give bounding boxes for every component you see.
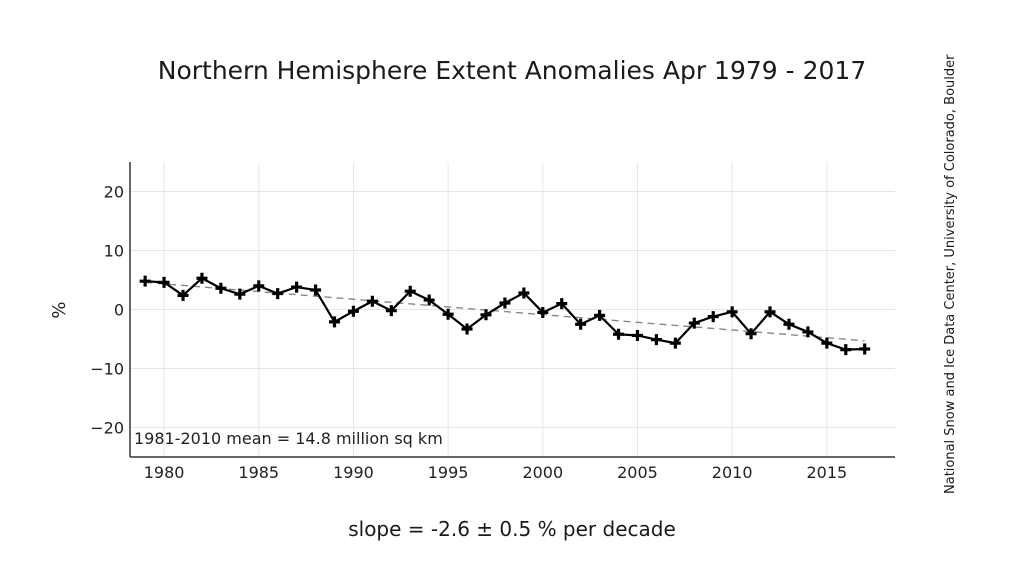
data-point-marker: [499, 297, 511, 309]
data-point-marker: [802, 326, 814, 338]
y-tick-label: 10: [104, 242, 124, 261]
x-tick-label: 2015: [806, 463, 847, 482]
data-point-marker: [859, 343, 871, 355]
data-point-marker: [613, 328, 625, 340]
data-point-marker: [272, 288, 284, 300]
data-point-marker: [518, 287, 530, 299]
data-point-marker: [537, 306, 549, 318]
data-point-marker: [575, 318, 587, 330]
x-tick-label: 2000: [522, 463, 563, 482]
trend-line-group: [145, 281, 865, 342]
x-tick-label: 1980: [144, 463, 185, 482]
data-point-marker: [821, 337, 833, 349]
data-point-marker: [329, 316, 341, 328]
data-point-marker: [215, 282, 227, 294]
data-point-marker: [385, 305, 397, 317]
data-point-marker: [234, 288, 246, 300]
data-point-marker: [310, 284, 322, 296]
data-point-marker: [196, 272, 208, 284]
data-point-marker: [707, 311, 719, 323]
trend-line: [145, 281, 865, 342]
data-point-marker: [556, 298, 568, 310]
x-tick-label: 2010: [712, 463, 753, 482]
grid-lines: [130, 162, 895, 457]
data-point-marker: [840, 344, 852, 356]
data-series-group: [139, 272, 871, 356]
slope-footer: slope = -2.6 ± 0.5 % per decade: [348, 517, 676, 541]
data-point-marker: [347, 305, 359, 317]
data-point-marker: [177, 289, 189, 301]
data-point-marker: [366, 295, 378, 307]
axes: [129, 162, 895, 458]
anomaly-line: [145, 276, 865, 351]
x-tick-label: 1995: [428, 463, 469, 482]
y-tick-label: −20: [90, 419, 124, 438]
y-axis-label: %: [49, 301, 70, 318]
credit-text: National Snow and Ice Data Center, Unive…: [943, 54, 958, 494]
x-tick-label: 1990: [333, 463, 374, 482]
y-tick-label: 20: [104, 183, 124, 202]
data-point-marker: [253, 280, 265, 292]
data-point-marker: [631, 329, 643, 341]
data-point-marker: [594, 309, 606, 321]
data-point-marker: [688, 317, 700, 329]
data-point-marker: [404, 285, 416, 297]
data-point-marker: [480, 309, 492, 321]
data-point-marker: [461, 323, 473, 335]
data-point-marker: [442, 308, 454, 320]
mean-annotation: 1981-2010 mean = 14.8 million sq km: [134, 429, 443, 448]
y-tick-label: −10: [90, 360, 124, 379]
data-point-marker: [291, 281, 303, 293]
data-point-marker: [650, 334, 662, 346]
data-point-marker: [423, 294, 435, 306]
tick-labels: 1980 1985 1990 1995 2000 2005 2010 201520100−10…: [90, 183, 847, 483]
chart-title: Northern Hemisphere Extent Anomalies Apr…: [157, 56, 867, 85]
data-point-marker: [669, 337, 681, 349]
data-point-marker: [783, 318, 795, 330]
x-tick-label: 2005: [617, 463, 658, 482]
x-tick-label: 1985: [238, 463, 279, 482]
data-point-marker: [745, 328, 757, 340]
data-point-marker: [158, 276, 170, 288]
data-point-marker: [139, 275, 151, 287]
data-point-marker: [764, 306, 776, 318]
data-point-marker: [726, 306, 738, 318]
y-tick-label: 0: [114, 301, 124, 320]
